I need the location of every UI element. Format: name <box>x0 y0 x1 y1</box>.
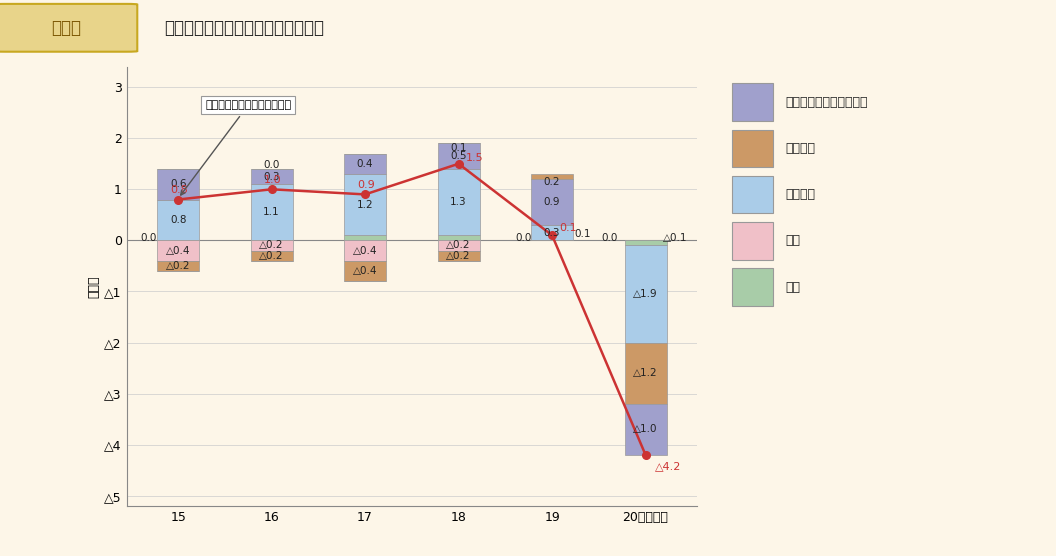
Bar <box>624 342 666 404</box>
Text: △1.0: △1.0 <box>634 424 658 434</box>
Bar <box>732 222 773 260</box>
Bar <box>437 143 479 169</box>
Text: 1.2: 1.2 <box>357 200 374 210</box>
Text: 0.9: 0.9 <box>544 197 561 207</box>
Bar <box>732 269 773 306</box>
Text: 1.0: 1.0 <box>264 175 282 185</box>
Text: 0.0: 0.0 <box>602 234 618 244</box>
Text: △0.4: △0.4 <box>353 266 377 276</box>
Bar <box>250 240 293 251</box>
Text: △0.4: △0.4 <box>166 246 190 256</box>
Text: 0.4: 0.4 <box>357 159 374 169</box>
Text: 地方: 地方 <box>786 235 800 247</box>
Y-axis label: （％）: （％） <box>87 275 100 297</box>
Text: 企業部門: 企業部門 <box>786 188 815 201</box>
Text: 0.1: 0.1 <box>560 222 578 232</box>
Text: △0.4: △0.4 <box>353 246 377 256</box>
Text: 国内総支出の増加率に対する寄与度: 国内総支出の増加率に対する寄与度 <box>164 19 324 37</box>
Text: 0.2: 0.2 <box>544 177 561 187</box>
Text: 0.0: 0.0 <box>515 234 532 244</box>
Text: 1.5: 1.5 <box>466 153 484 163</box>
Text: 0.0: 0.0 <box>140 234 156 244</box>
Bar <box>157 200 200 240</box>
Bar <box>624 246 666 342</box>
Bar <box>344 153 386 174</box>
Bar <box>157 169 200 200</box>
Text: 0.8: 0.8 <box>170 215 187 225</box>
Bar <box>531 174 573 179</box>
Text: 国内総支出（名目）の伸び率: 国内総支出（名目）の伸び率 <box>181 100 291 195</box>
Bar <box>157 261 200 271</box>
Bar <box>344 240 386 261</box>
Bar <box>624 404 666 455</box>
Text: △1.2: △1.2 <box>634 368 658 378</box>
Text: 0.3: 0.3 <box>544 228 561 238</box>
Bar <box>437 169 479 235</box>
Text: 0.8: 0.8 <box>171 185 188 195</box>
Text: 0.5: 0.5 <box>450 151 467 161</box>
Text: △4.2: △4.2 <box>655 461 681 471</box>
Bar <box>437 251 479 261</box>
Bar <box>437 235 479 240</box>
FancyBboxPatch shape <box>0 4 137 52</box>
Text: △0.2: △0.2 <box>447 251 471 261</box>
Bar <box>531 179 573 225</box>
Bar <box>344 174 386 235</box>
Text: 0.9: 0.9 <box>358 180 375 190</box>
Text: △0.1: △0.1 <box>663 234 687 244</box>
Bar <box>732 130 773 167</box>
Bar <box>732 83 773 121</box>
Bar <box>732 176 773 214</box>
Bar <box>344 235 386 240</box>
Text: 0.0: 0.0 <box>263 160 280 170</box>
Text: △0.2: △0.2 <box>260 241 284 251</box>
Text: △1.9: △1.9 <box>634 289 658 299</box>
Text: △0.2: △0.2 <box>447 241 471 251</box>
Text: 0.3: 0.3 <box>263 172 280 181</box>
Bar <box>624 240 666 246</box>
Text: 家計部門: 家計部門 <box>786 142 815 155</box>
Text: 第６図: 第６図 <box>51 19 81 37</box>
Text: 財貨・サービスの純輸出: 財貨・サービスの純輸出 <box>786 96 868 108</box>
Text: △0.2: △0.2 <box>260 251 284 261</box>
Text: 1.3: 1.3 <box>450 197 467 207</box>
Bar <box>250 169 293 184</box>
Bar <box>250 184 293 240</box>
Text: △0.2: △0.2 <box>166 261 190 271</box>
Bar <box>250 251 293 261</box>
Text: 1.1: 1.1 <box>263 207 280 217</box>
Bar <box>437 240 479 251</box>
Text: 0.1: 0.1 <box>574 229 591 239</box>
Bar <box>531 225 573 240</box>
Bar <box>157 240 200 261</box>
Text: 0.1: 0.1 <box>450 142 467 152</box>
Text: 0.6: 0.6 <box>170 179 187 189</box>
Text: 中央: 中央 <box>786 281 800 294</box>
Bar <box>344 261 386 281</box>
